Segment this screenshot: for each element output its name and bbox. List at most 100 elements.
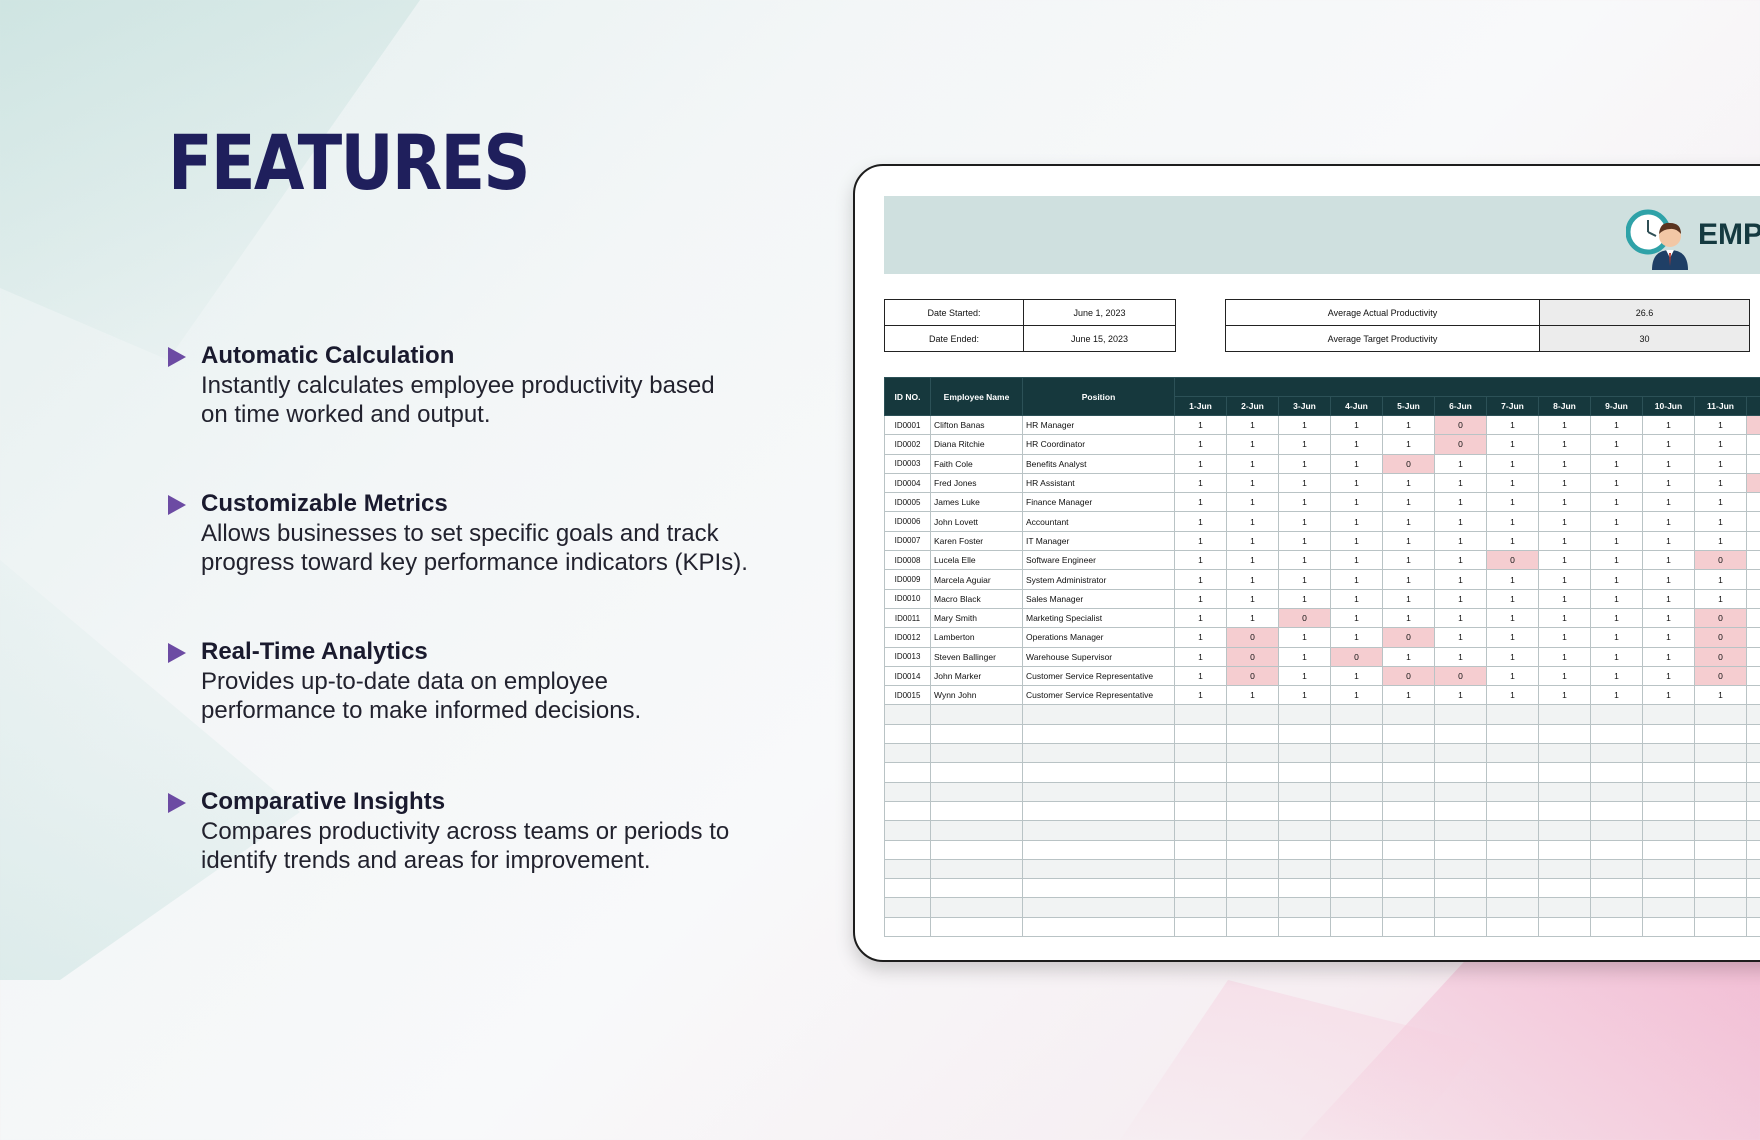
date-started-value[interactable]: June 1, 2023 bbox=[1023, 299, 1176, 326]
empty-cell[interactable] bbox=[1330, 897, 1383, 918]
cell-partial[interactable] bbox=[1746, 665, 1760, 687]
empty-cell[interactable] bbox=[1174, 704, 1227, 725]
cell-id[interactable]: ID0001 bbox=[884, 414, 931, 436]
cell-id[interactable]: ID0008 bbox=[884, 550, 931, 571]
cell-day-value[interactable]: 0 bbox=[1382, 627, 1435, 648]
empty-cell[interactable] bbox=[884, 781, 931, 802]
empty-cell[interactable] bbox=[1022, 781, 1175, 802]
empty-cell[interactable] bbox=[1538, 762, 1591, 783]
empty-cell[interactable] bbox=[1022, 800, 1175, 822]
empty-cell[interactable] bbox=[1434, 820, 1487, 841]
cell-position[interactable]: IT Manager bbox=[1022, 530, 1175, 552]
cell-day-value[interactable]: 1 bbox=[1226, 569, 1279, 590]
cell-day-value[interactable]: 1 bbox=[1642, 511, 1695, 532]
cell-day-value[interactable]: 1 bbox=[1278, 472, 1331, 494]
empty-cell[interactable] bbox=[1382, 878, 1435, 899]
cell-day-value[interactable]: 1 bbox=[1538, 627, 1591, 648]
cell-id[interactable]: ID0004 bbox=[884, 472, 931, 494]
empty-cell[interactable] bbox=[1278, 858, 1331, 880]
cell-day-value[interactable]: 1 bbox=[1642, 665, 1695, 687]
empty-cell[interactable] bbox=[1330, 820, 1383, 841]
empty-cell[interactable] bbox=[1486, 800, 1539, 822]
avg-target-value[interactable]: 30 bbox=[1539, 325, 1750, 352]
empty-cell[interactable] bbox=[1022, 704, 1175, 725]
cell-position[interactable]: Benefits Analyst bbox=[1022, 453, 1175, 474]
cell-day-value[interactable]: 1 bbox=[1278, 569, 1331, 590]
empty-cell[interactable] bbox=[1746, 916, 1760, 938]
empty-cell[interactable] bbox=[1538, 781, 1591, 802]
empty-cell[interactable] bbox=[1382, 743, 1435, 764]
cell-partial[interactable] bbox=[1746, 607, 1760, 629]
empty-cell[interactable] bbox=[1486, 781, 1539, 802]
empty-cell[interactable] bbox=[1486, 723, 1539, 745]
cell-day-value[interactable]: 1 bbox=[1434, 530, 1487, 552]
cell-day-value[interactable]: 1 bbox=[1590, 646, 1643, 667]
cell-id[interactable]: ID0012 bbox=[884, 627, 931, 648]
cell-day-value[interactable]: 1 bbox=[1590, 607, 1643, 629]
empty-cell[interactable] bbox=[1022, 762, 1175, 783]
empty-cell[interactable] bbox=[1226, 762, 1279, 783]
cell-position[interactable]: HR Coordinator bbox=[1022, 434, 1175, 455]
empty-cell[interactable] bbox=[1538, 858, 1591, 880]
cell-day-value[interactable]: 1 bbox=[1486, 607, 1539, 629]
cell-day-value[interactable]: 1 bbox=[1434, 588, 1487, 609]
empty-cell[interactable] bbox=[1746, 743, 1760, 764]
cell-day-value[interactable]: 1 bbox=[1174, 627, 1227, 648]
cell-day-value[interactable]: 1 bbox=[1538, 569, 1591, 590]
cell-day-value[interactable]: 1 bbox=[1382, 569, 1435, 590]
cell-day-value[interactable]: 1 bbox=[1174, 569, 1227, 590]
empty-cell[interactable] bbox=[1694, 858, 1747, 880]
cell-day-value[interactable]: 1 bbox=[1330, 607, 1383, 629]
cell-day-value[interactable]: 1 bbox=[1226, 434, 1279, 455]
cell-day-value[interactable]: 1 bbox=[1174, 665, 1227, 687]
empty-cell[interactable] bbox=[1746, 878, 1760, 899]
cell-day-value[interactable]: 1 bbox=[1226, 414, 1279, 436]
empty-cell[interactable] bbox=[1746, 839, 1760, 860]
cell-day-value[interactable]: 1 bbox=[1434, 627, 1487, 648]
cell-id[interactable]: ID0014 bbox=[884, 665, 931, 687]
cell-position[interactable]: Software Engineer bbox=[1022, 550, 1175, 571]
empty-cell[interactable] bbox=[1278, 704, 1331, 725]
empty-cell[interactable] bbox=[1694, 820, 1747, 841]
cell-day-value[interactable]: 1 bbox=[1642, 530, 1695, 552]
cell-day-value[interactable]: 1 bbox=[1278, 627, 1331, 648]
cell-day-value[interactable]: 1 bbox=[1278, 530, 1331, 552]
cell-day-value[interactable]: 1 bbox=[1382, 550, 1435, 571]
cell-day-value[interactable]: 1 bbox=[1434, 550, 1487, 571]
cell-day-value[interactable]: 1 bbox=[1538, 414, 1591, 436]
cell-day-value[interactable]: 1 bbox=[1174, 646, 1227, 667]
cell-day-value[interactable]: 1 bbox=[1538, 492, 1591, 513]
cell-day-value[interactable]: 0 bbox=[1434, 665, 1487, 687]
empty-cell[interactable] bbox=[1590, 704, 1643, 725]
empty-cell[interactable] bbox=[1330, 723, 1383, 745]
cell-day-value[interactable]: 1 bbox=[1642, 453, 1695, 474]
empty-cell[interactable] bbox=[1538, 704, 1591, 725]
empty-cell[interactable] bbox=[930, 858, 1023, 880]
empty-cell[interactable] bbox=[1590, 820, 1643, 841]
cell-position[interactable]: Marketing Specialist bbox=[1022, 607, 1175, 629]
empty-cell[interactable] bbox=[1538, 820, 1591, 841]
empty-cell[interactable] bbox=[1486, 704, 1539, 725]
cell-day-value[interactable]: 1 bbox=[1174, 607, 1227, 629]
cell-day-value[interactable]: 1 bbox=[1642, 646, 1695, 667]
cell-day-value[interactable]: 1 bbox=[1590, 453, 1643, 474]
cell-day-value[interactable]: 1 bbox=[1382, 588, 1435, 609]
cell-day-value[interactable]: 1 bbox=[1174, 685, 1227, 706]
cell-day-value[interactable]: 1 bbox=[1278, 414, 1331, 436]
cell-name[interactable]: Clifton Banas bbox=[930, 414, 1023, 436]
cell-day-value[interactable]: 0 bbox=[1330, 646, 1383, 667]
empty-cell[interactable] bbox=[1642, 704, 1695, 725]
cell-id[interactable]: ID0011 bbox=[884, 607, 931, 629]
empty-cell[interactable] bbox=[1486, 858, 1539, 880]
cell-name[interactable]: James Luke bbox=[930, 492, 1023, 513]
cell-day-value[interactable]: 1 bbox=[1694, 492, 1747, 513]
cell-day-value[interactable]: 1 bbox=[1278, 550, 1331, 571]
cell-day-value[interactable]: 1 bbox=[1174, 453, 1227, 474]
cell-partial[interactable] bbox=[1746, 685, 1760, 706]
cell-day-value[interactable]: 1 bbox=[1382, 646, 1435, 667]
cell-position[interactable]: Warehouse Supervisor bbox=[1022, 646, 1175, 667]
cell-day-value[interactable]: 1 bbox=[1538, 607, 1591, 629]
cell-id[interactable]: ID0010 bbox=[884, 588, 931, 609]
cell-day-value[interactable]: 1 bbox=[1590, 472, 1643, 494]
cell-day-value[interactable]: 1 bbox=[1382, 492, 1435, 513]
